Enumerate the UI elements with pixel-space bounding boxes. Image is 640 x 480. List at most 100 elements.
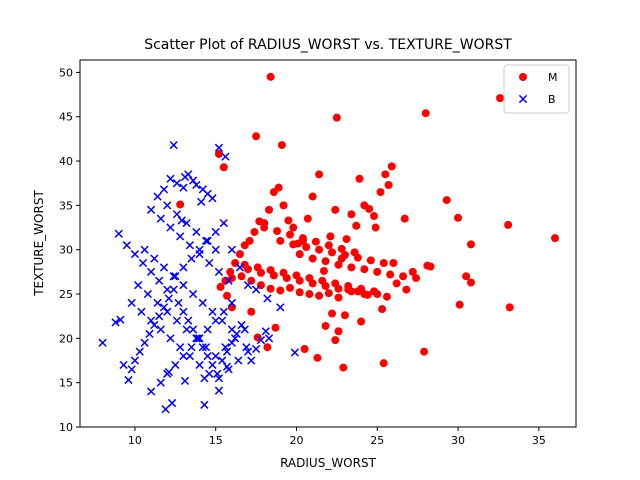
data-point-M (332, 113, 341, 122)
x-axis-ticks: 10 15 20 25 30 35 (128, 427, 546, 447)
data-point-B (155, 312, 164, 321)
data-point-B (180, 172, 190, 182)
data-point-M (286, 230, 295, 239)
data-point-B (182, 218, 191, 228)
x-tick-label: 35 (532, 434, 546, 447)
data-point-M (366, 256, 375, 265)
data-point-B (185, 351, 194, 361)
x-tick-label: 30 (451, 434, 465, 447)
data-point-B (174, 298, 183, 308)
data-point-M (378, 305, 387, 314)
data-point-M (326, 232, 335, 241)
data-point-B (211, 227, 220, 237)
data-point-B (146, 316, 156, 325)
x-axis-label: RADIUS_WORST (280, 456, 377, 470)
data-point-M (331, 205, 340, 214)
data-point-B (214, 143, 224, 152)
data-point-M (400, 214, 409, 223)
data-point-B (176, 232, 185, 241)
data-point-B (187, 254, 196, 263)
data-point-B (203, 351, 212, 361)
series-M (176, 72, 559, 372)
data-point-B (182, 325, 191, 334)
y-tick-label: 50 (59, 66, 73, 79)
data-point-M (250, 227, 259, 236)
data-point-B (214, 267, 224, 276)
data-point-M (219, 163, 228, 172)
data-point-B (146, 205, 156, 214)
data-point-B (130, 356, 140, 365)
data-point-M (328, 309, 337, 318)
data-point-M (263, 343, 272, 352)
data-point-B (201, 343, 211, 352)
data-point-B (146, 387, 156, 396)
data-point-B (143, 289, 152, 299)
data-point-M (305, 274, 314, 283)
data-point-B (159, 185, 169, 194)
data-point-M (340, 311, 349, 320)
data-point-B (251, 285, 261, 294)
data-point-B (214, 374, 224, 383)
data-point-M (423, 261, 432, 270)
data-point-M (260, 223, 269, 232)
data-point-B (240, 325, 249, 334)
data-point-M (247, 307, 256, 316)
data-point-B (203, 189, 212, 198)
data-point-B (176, 343, 185, 352)
data-point-B (153, 298, 162, 308)
data-point-M (505, 303, 514, 312)
data-point-B (159, 263, 169, 272)
data-point-B (188, 176, 198, 185)
y-tick-label: 40 (59, 155, 73, 168)
data-point-B (124, 375, 133, 385)
legend-label-M: M (548, 71, 558, 84)
data-point-B (201, 236, 211, 245)
series-B (98, 140, 300, 414)
x-tick-label: 20 (289, 434, 303, 447)
data-point-M (308, 254, 317, 263)
data-point-M (455, 300, 464, 309)
data-point-B (195, 334, 204, 343)
data-point-B (177, 216, 186, 225)
data-point-M (340, 251, 349, 260)
data-point-B (237, 320, 246, 330)
data-point-M (382, 292, 391, 301)
data-point-M (216, 282, 225, 291)
data-point-B (218, 316, 227, 325)
data-point-B (127, 298, 136, 308)
x-tick-label: 10 (128, 434, 142, 447)
data-point-M (384, 180, 393, 189)
data-point-B (135, 347, 144, 356)
data-point-B (172, 179, 182, 188)
data-point-B (171, 360, 180, 370)
data-point-M (421, 109, 430, 118)
data-point-M (276, 236, 285, 245)
plot-frame (79, 59, 577, 428)
data-point-M (266, 72, 275, 81)
data-point-B (222, 362, 232, 371)
data-point-B (235, 263, 245, 272)
data-point-B (156, 378, 165, 387)
y-axis-label: TEXTURE_WORST (32, 190, 46, 297)
data-point-B (166, 334, 175, 343)
data-point-M (412, 274, 421, 283)
data-point-B (179, 307, 188, 316)
data-point-M (347, 263, 356, 272)
data-point-M (319, 266, 328, 275)
data-point-B (185, 241, 194, 250)
data-point-M (176, 200, 185, 209)
data-point-B (224, 276, 233, 285)
data-point-B (227, 298, 237, 308)
data-point-M (302, 243, 311, 252)
data-point-B (172, 316, 182, 325)
data-point-M (235, 250, 244, 259)
data-point-M (308, 192, 317, 201)
data-point-M (318, 276, 327, 285)
data-point-M (321, 257, 330, 266)
data-point-B (218, 356, 227, 365)
data-point-B (184, 316, 193, 325)
data-point-B (211, 351, 220, 361)
data-point-M (284, 216, 293, 225)
data-point-M (273, 227, 282, 236)
